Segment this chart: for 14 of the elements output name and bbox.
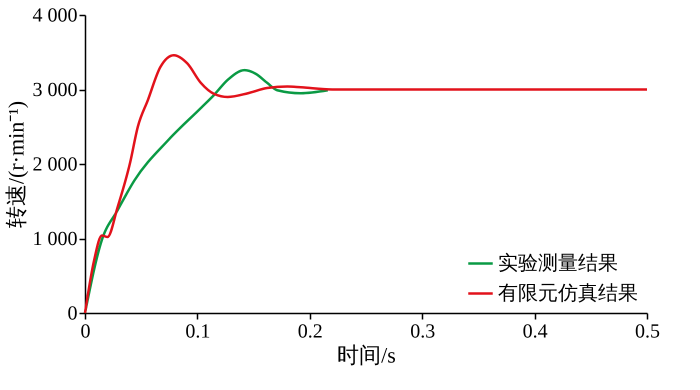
- legend-label: 有限元仿真结果: [498, 282, 638, 304]
- x-tick-label: 0.1: [185, 320, 210, 342]
- x-tick-label: 0.5: [635, 320, 660, 342]
- legend-label: 实验测量结果: [498, 252, 618, 274]
- y-axis-title: 转速/(r·min⁻¹): [4, 100, 28, 228]
- x-tick-label: 0.3: [410, 320, 436, 342]
- y-tick-label: 1 000: [32, 228, 78, 250]
- y-tick-label: 4 000: [32, 4, 78, 26]
- x-axis-title: 时间/s: [337, 342, 396, 368]
- y-tick-label: 3 000: [32, 79, 78, 101]
- y-tick-label: 2 000: [32, 154, 78, 176]
- x-tick-label: 0.2: [298, 320, 323, 342]
- y-tick-label: 0: [68, 302, 78, 324]
- x-tick-label: 0.4: [522, 320, 548, 342]
